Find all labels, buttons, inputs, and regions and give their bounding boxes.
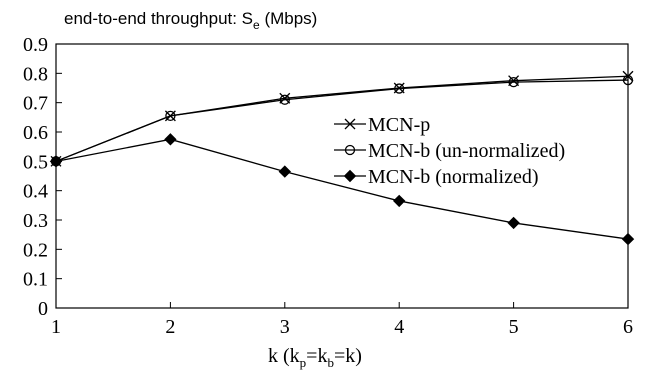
- x-axis-label-prefix: k (k: [268, 345, 300, 367]
- data-point: [394, 83, 405, 94]
- data-point: [508, 76, 519, 88]
- legend-label: MCN-p: [368, 114, 430, 136]
- x-axis-label-suffix: =k): [334, 345, 362, 367]
- legend-entry: MCN-b (normalized): [334, 166, 539, 188]
- x-tick-label: 4: [394, 316, 404, 338]
- data-point: [622, 74, 634, 86]
- x-axis-label-sub1: p: [300, 355, 307, 370]
- series-line: [55, 79, 629, 162]
- y-axis-ticks: 0 0.1 0.2 0.3 0.4 0.5 0.6 0.7 0.8 0.9: [23, 34, 62, 320]
- x-tick-label: 1: [51, 316, 61, 338]
- y-tick-label: 0.9: [23, 34, 48, 56]
- chart-title: end-to-end throughput: Se (Mbps): [64, 9, 317, 32]
- data-point: [621, 232, 635, 246]
- data-point: [279, 92, 291, 104]
- chart-title-subscript: e: [253, 18, 260, 32]
- y-tick-label: 0.1: [23, 269, 48, 291]
- legend-label: MCN-b (normalized): [368, 166, 539, 188]
- series-layer: [49, 70, 635, 246]
- chart-title-main: end-to-end throughput: S: [64, 9, 253, 28]
- x-tick-label: 2: [165, 316, 175, 338]
- y-tick-label: 0.3: [23, 210, 48, 232]
- x-tick-label: 5: [509, 316, 519, 338]
- legend: MCN-p MCN-b (un-normalized) MCN-b (normali…: [334, 114, 565, 188]
- chart-title-unit: (Mbps): [260, 9, 318, 28]
- data-point: [392, 194, 406, 208]
- series-3: [49, 133, 635, 246]
- data-point: [278, 165, 292, 178]
- legend-entry: MCN-b (un-normalized): [334, 140, 565, 162]
- data-point: [279, 94, 290, 105]
- y-tick-label: 0.2: [23, 239, 48, 261]
- data-point: [507, 216, 520, 230]
- data-point: [164, 133, 177, 146]
- x-axis-ticks: 1 2 3 4 5 6: [51, 302, 633, 338]
- data-point: [508, 75, 520, 87]
- legend-marker: [344, 118, 356, 130]
- y-tick-label: 0.4: [23, 181, 48, 203]
- x-tick-label: 3: [280, 316, 290, 338]
- plot-area-frame: [55, 43, 629, 309]
- x-tick-label: 6: [623, 316, 633, 338]
- legend-label: MCN-b (un-normalized): [368, 140, 565, 162]
- legend-marker: [344, 144, 356, 156]
- y-tick-label: 0.7: [23, 93, 48, 115]
- data-point: [165, 110, 176, 122]
- data-point: [49, 155, 63, 168]
- x-axis-label-mid: =k: [306, 345, 327, 367]
- series-line: [55, 138, 629, 240]
- y-tick-label: 0.6: [23, 122, 48, 144]
- y-tick-label: 0.5: [23, 151, 48, 173]
- legend-marker: [343, 169, 357, 183]
- legend-entry: MCN-p: [334, 114, 430, 136]
- y-tick-label: 0.8: [23, 63, 48, 85]
- y-tick-label: 0: [38, 298, 48, 320]
- x-axis-label: k (kp=kb=k): [268, 345, 362, 370]
- x-axis-label-sub2: b: [327, 355, 334, 370]
